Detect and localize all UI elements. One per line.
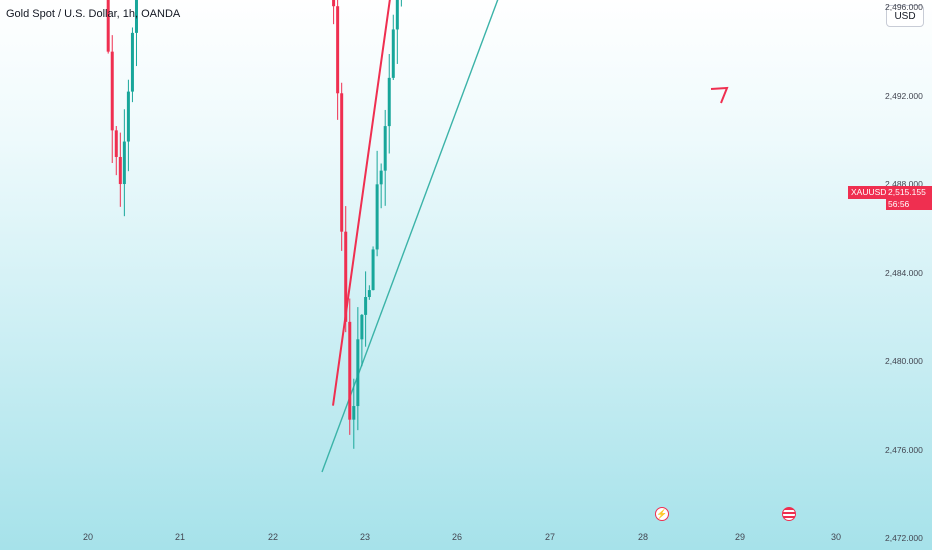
time-tick-label: 22 <box>267 532 279 542</box>
price-tick-label: 2,484.000 <box>885 267 923 278</box>
chart-title: Gold Spot / U.S. Dollar, 1h, OANDA <box>6 8 181 20</box>
candle[interactable] <box>114 126 118 176</box>
last-price-value: 2,515.155 <box>888 187 926 197</box>
candle-body <box>114 130 118 157</box>
price-tick-label: 2,496.000 <box>885 2 923 13</box>
candle-body <box>375 184 379 250</box>
price-tick-label: 2,476.000 <box>885 444 923 455</box>
time-tick-label: 28 <box>637 532 649 542</box>
currency-button[interactable]: USD <box>886 5 924 27</box>
time-tick-label: 20 <box>82 532 94 542</box>
candle-body <box>110 51 114 131</box>
candle[interactable] <box>126 79 130 172</box>
candle-body <box>391 29 395 78</box>
candle[interactable] <box>356 307 360 431</box>
candle[interactable] <box>332 0 336 25</box>
candle-body <box>364 297 368 315</box>
candle[interactable] <box>367 285 371 300</box>
candle[interactable] <box>387 54 391 154</box>
last-price-label: 2,515.155 56:56 <box>886 186 932 210</box>
candle-body <box>336 6 340 94</box>
candle[interactable] <box>375 150 379 257</box>
candle-body <box>395 0 399 30</box>
candle-body <box>126 91 130 142</box>
candle-body <box>340 93 344 232</box>
candle[interactable] <box>379 163 383 209</box>
candle[interactable] <box>110 35 114 164</box>
time-tick-label: 30 <box>830 532 842 542</box>
candle-body <box>371 249 375 291</box>
candle-body <box>122 141 126 185</box>
candle-body <box>367 290 371 298</box>
candle-body <box>352 406 356 420</box>
price-tick-label: 2,492.000 <box>885 90 923 101</box>
candle-body <box>106 0 110 52</box>
symbol-tag: XAUUSD <box>848 186 890 199</box>
time-tick-label: 21 <box>174 532 186 542</box>
candle[interactable] <box>348 298 352 435</box>
candle-body <box>379 170 383 185</box>
candle-body <box>383 126 387 171</box>
candle[interactable] <box>371 246 375 291</box>
price-tick-label: 2,472.000 <box>885 533 923 544</box>
time-tick-label: 27 <box>544 532 556 542</box>
candle[interactable] <box>130 27 134 103</box>
candle-body <box>332 0 336 7</box>
arrow-head <box>710 86 729 104</box>
candle-body <box>344 231 348 322</box>
candle-body <box>387 77 391 127</box>
candle[interactable] <box>360 313 364 367</box>
time-tick-label: 23 <box>359 532 371 542</box>
price-tick-label: 2,480.000 <box>885 356 923 367</box>
candle-body <box>130 32 134 92</box>
candle-body <box>118 156 122 185</box>
price-tick-label: 2,488.000 <box>885 179 923 190</box>
us-flag-icon[interactable] <box>782 507 796 521</box>
candle[interactable] <box>400 0 403 7</box>
lightning-icon[interactable]: ⚡ <box>655 507 669 521</box>
candle-body <box>356 339 360 407</box>
candle[interactable] <box>340 82 344 251</box>
candle-body <box>360 314 364 340</box>
candle[interactable] <box>118 132 122 207</box>
candle[interactable] <box>122 109 126 217</box>
candle[interactable] <box>134 0 138 67</box>
candle-body <box>348 321 352 420</box>
support-trendline[interactable] <box>321 0 765 473</box>
candle[interactable] <box>352 378 356 449</box>
time-tick-label: 26 <box>451 532 463 542</box>
candle[interactable] <box>391 14 395 81</box>
candle[interactable] <box>336 0 340 120</box>
candle[interactable] <box>106 0 110 54</box>
time-tick-label: 29 <box>734 532 746 542</box>
candle[interactable] <box>395 0 399 64</box>
candle[interactable] <box>383 109 387 206</box>
bar-countdown: 56:56 <box>888 199 910 209</box>
candle-body <box>134 0 138 33</box>
candle[interactable] <box>364 271 368 347</box>
